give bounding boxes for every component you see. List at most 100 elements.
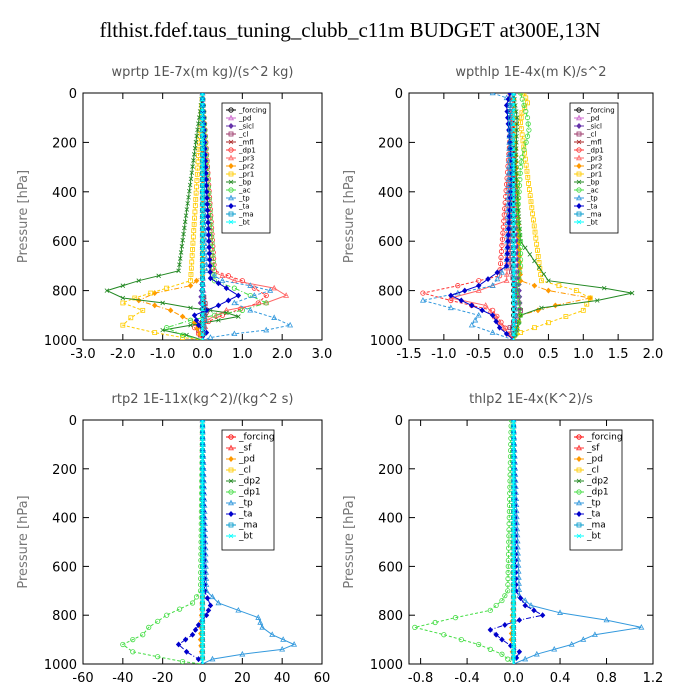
series-group (104, 93, 294, 340)
series-point (505, 656, 511, 662)
legend-marker (228, 179, 234, 185)
series-point (524, 133, 531, 139)
series-point (209, 655, 216, 662)
series-point (511, 539, 516, 545)
series-point (200, 257, 205, 263)
legend-marker (228, 203, 234, 209)
series-point (447, 304, 454, 311)
series-point (211, 265, 217, 271)
series-point (419, 297, 426, 303)
series-point (200, 515, 205, 520)
series-point (239, 307, 245, 313)
series-point (515, 281, 521, 288)
legend-label: _ma (238, 211, 254, 219)
series-point (514, 115, 520, 120)
series-point (200, 96, 205, 102)
series-point (511, 121, 516, 127)
series-point (155, 654, 161, 660)
series-point (188, 305, 193, 311)
series-point (160, 300, 165, 306)
series-point (500, 224, 506, 230)
series-point (505, 557, 511, 563)
series-point (255, 614, 262, 620)
legend-marker (576, 107, 582, 113)
series-point (514, 207, 521, 213)
series-point (539, 305, 544, 311)
panel-title: wpthlp 1E-4x(m K)/s^2 (455, 65, 606, 80)
series-point (205, 219, 211, 226)
series-point (271, 284, 278, 291)
series-point (200, 612, 205, 618)
series-point (200, 551, 205, 557)
legend-marker (576, 123, 582, 129)
series-point (508, 139, 514, 145)
series-point (200, 600, 205, 606)
series-point (518, 313, 523, 318)
y-axis-label: Pressure [hPa] (342, 170, 357, 263)
series-line-tp (202, 420, 296, 664)
series-point (511, 226, 516, 232)
y-tick-label: 200 (52, 463, 77, 478)
series-point (200, 93, 205, 96)
series-point (211, 272, 218, 278)
series-point (511, 625, 516, 630)
legend-marker (576, 511, 582, 517)
series-point (175, 641, 182, 648)
series-point (499, 242, 505, 248)
series-point (200, 497, 205, 502)
y-tick-label: 200 (52, 136, 77, 151)
series-point (200, 282, 205, 287)
series-point (505, 238, 511, 245)
legend-marker (576, 194, 582, 201)
series-point (183, 648, 190, 655)
series-group (412, 420, 645, 664)
series-point (511, 257, 516, 263)
series-point (235, 606, 242, 613)
series-point (511, 177, 516, 182)
series-point (528, 199, 534, 205)
series-point (200, 170, 205, 176)
series-point (515, 574, 522, 580)
series-point (179, 313, 186, 320)
series-point (200, 220, 205, 225)
series-point (511, 454, 516, 459)
series-point (200, 460, 205, 465)
series-point (209, 240, 215, 246)
series-point (511, 183, 516, 188)
series-point (200, 300, 205, 306)
x-tick-label: 40 (274, 671, 291, 686)
series-point (511, 509, 516, 514)
series-point (448, 292, 454, 299)
legend-label: _mfl (238, 139, 254, 147)
series-point (200, 269, 205, 275)
series-point (200, 503, 205, 508)
series-point (499, 597, 505, 604)
series-point (120, 300, 126, 306)
series-point (511, 484, 516, 490)
series-point (225, 297, 232, 304)
legend-label: _tp (238, 195, 250, 203)
series-point (511, 619, 516, 624)
series-point (181, 231, 186, 237)
series-point (526, 127, 532, 133)
figure-title: flthist.fdef.taus_tuning_clubb_c11m BUDG… (99, 18, 601, 42)
x-tick-label: 2.0 (272, 347, 293, 362)
series-point (192, 203, 198, 209)
series-point (511, 521, 516, 526)
series-point (187, 317, 194, 323)
series-point (536, 265, 542, 270)
series-point (476, 282, 482, 289)
series-point (187, 188, 192, 194)
series-point (206, 238, 212, 245)
legend-label: _bp (586, 179, 600, 187)
series-point (211, 312, 218, 318)
series-point (204, 195, 210, 201)
series-point (263, 326, 270, 333)
series-point (200, 564, 205, 569)
series-point (203, 261, 210, 267)
series-point (190, 164, 195, 169)
series-point (509, 195, 515, 201)
series-point (522, 597, 529, 603)
